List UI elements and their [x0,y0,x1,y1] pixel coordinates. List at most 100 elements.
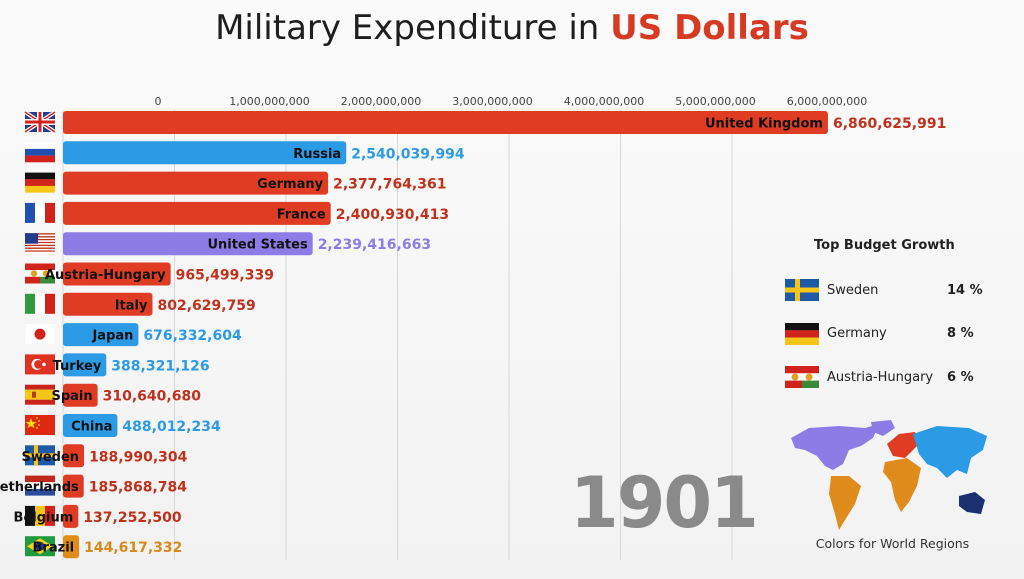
x-tick-label: 3,000,000,000 [452,95,532,108]
bar-category-label: Netherlands [0,480,79,495]
bar [63,504,79,528]
bar-value-label: 965,499,339 [176,268,274,284]
bar-row: Netherlands 185,868,784 [0,474,188,498]
south-america-region [829,476,861,530]
bar-category-label: China [71,420,112,435]
top-budget-growth-panel: Top Budget Growth Sweden 14 % Germany 8 … [780,238,1000,410]
china-flag-icon [25,415,55,435]
chart-title: Military Expenditure in US Dollars [0,8,1024,48]
bar [63,292,153,316]
bar-category-label: Turkey [53,359,102,374]
bar [63,474,84,498]
growth-country: Austria-Hungary [827,369,934,385]
bar [63,414,118,437]
spain-flag-icon [25,384,55,405]
bar [63,201,331,225]
bar-value-label: 2,377,764,361 [333,177,446,193]
bar-row: Germany 2,377,764,361 [63,171,446,195]
bar-row: United Kingdom 6,860,625,991 [63,111,946,134]
bar-row: Japan 676,332,604 [63,323,242,347]
australia-region [959,492,985,514]
bar-row: Sweden 188,990,304 [21,444,188,468]
bar [63,535,80,559]
chart-title-prefix: Military Expenditure in [215,8,611,48]
x-tick-label: 6,000,000,000 [787,95,867,108]
bar [63,353,107,377]
bar-value-label: 802,629,759 [157,298,255,314]
bar-value-label: 2,400,930,413 [336,207,449,223]
x-tick-label: 5,000,000,000 [675,95,755,108]
bar-row: Russia 2,540,039,994 [63,141,465,165]
europe-region [887,432,921,458]
bar-value-label: 2,239,416,663 [318,237,431,253]
germany-flag-icon [785,322,819,345]
uk-flag-icon [23,110,57,134]
bar [63,262,171,286]
growth-value: 8 % [947,326,974,341]
bar-value-label: 488,012,234 [122,419,221,435]
greenland-region [871,420,895,436]
top-budget-growth-title: Top Budget Growth [814,238,955,253]
bar-category-label: United States [207,238,308,253]
austria-hungary-flag-icon [25,263,55,284]
bar-row: Austria-Hungary 965,499,339 [45,262,274,286]
bar-category-label: Belgium [14,510,74,525]
bar-value-label: 676,332,604 [143,328,242,344]
bar-row: United States 2,239,416,663 [63,232,431,256]
austria-hungary-flag-icon [785,366,819,388]
growth-value: 6 % [947,369,974,385]
bar-category-label: Germany [257,177,323,192]
bar-row: Turkey 388,321,126 [53,353,210,377]
sweden-flag-icon [25,445,55,466]
map-caption: Colors for World Regions [815,536,970,551]
bar-category-label: Russia [293,147,341,162]
bar [63,444,85,468]
bar [63,232,313,256]
bar-value-label: 2,540,039,994 [351,146,465,162]
bar-value-label: 388,321,126 [111,358,209,374]
brazil-flag-icon [25,536,55,557]
x-tick-label: 1,000,000,000 [229,95,309,108]
usa-flag-icon [25,233,55,254]
bar-category-label: United Kingdom [705,117,823,132]
x-tick-label: 0 [155,95,162,108]
growth-country: Germany [827,326,887,341]
bar-category-label: Brazil [33,541,75,556]
sweden-flag-icon [785,279,819,301]
france-flag-icon [25,202,55,223]
bar-category-label: Austria-Hungary [45,268,166,283]
bar [63,111,828,134]
russia-flag-icon [25,142,55,163]
turkey-flag-icon [25,354,55,375]
x-tick-label: 4,000,000,000 [564,95,644,108]
bar-category-label: Sweden [21,450,79,465]
bar-value-label: 188,990,304 [89,449,188,465]
bar-value-label: 185,868,784 [89,480,188,496]
bar-row: China 488,012,234 [63,414,221,437]
bar-value-label: 144,617,332 [84,540,182,556]
belgium-flag-icon [25,505,55,526]
asia-region [913,426,987,478]
year-label: 1901 [570,462,759,544]
bar-row: Spain 310,640,680 [51,383,201,407]
growth-value: 14 % [947,282,983,298]
world-regions-map-icon [791,420,987,530]
growth-row: Austria-Hungary 6 % [780,366,1000,388]
x-tick-label: 2,000,000,000 [341,95,421,108]
bar [63,383,98,407]
africa-region [883,458,921,512]
growth-row: Sweden 14 % [780,279,1000,301]
chart-title-highlight: US Dollars [610,8,809,48]
japan-flag-icon [25,324,55,345]
growth-row: Germany 8 % [780,322,1000,345]
bar [63,141,347,165]
netherlands-flag-icon [25,475,55,496]
bar-category-label: France [277,207,326,222]
north-america-region [791,424,879,470]
bar [63,171,329,195]
bar-value-label: 137,252,500 [83,510,182,526]
growth-country: Sweden [827,282,879,298]
bar-category-label: Italy [115,298,148,313]
germany-flag-icon [25,172,55,193]
